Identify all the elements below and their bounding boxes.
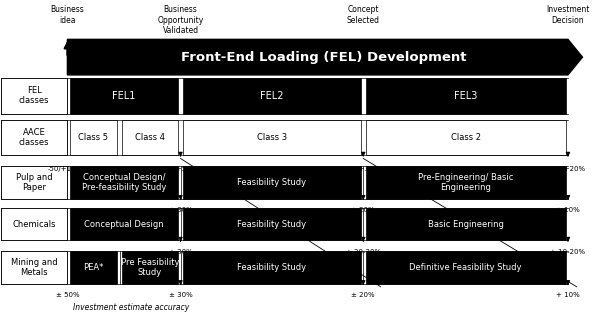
Bar	[70, 166, 178, 199]
Text: ± 20-30%: ± 20-30%	[346, 249, 381, 255]
Text: Feasibility Study: Feasibility Study	[237, 178, 307, 187]
Text: FEL3: FEL3	[454, 91, 477, 101]
Bar	[122, 251, 178, 284]
Text: Business
idea: Business idea	[50, 5, 84, 25]
Text: Class 4: Class 4	[135, 133, 165, 142]
Text: Mining and
Metals: Mining and Metals	[11, 258, 58, 277]
Text: Concept
Selected: Concept Selected	[347, 5, 380, 25]
Text: ± 20%: ± 20%	[352, 292, 375, 298]
Text: Pulp and
Paper: Pulp and Paper	[16, 173, 52, 192]
Bar	[1, 208, 68, 240]
Text: -15/+20%: -15/+20%	[550, 166, 585, 172]
Text: ± 10-20%: ± 10-20%	[550, 249, 585, 255]
Bar	[70, 120, 117, 155]
Text: Front-End Loading (FEL) Development: Front-End Loading (FEL) Development	[181, 51, 466, 64]
Text: ± 30%: ± 30%	[168, 292, 192, 298]
Text: AACE
classes: AACE classes	[19, 128, 49, 147]
Bar	[122, 120, 178, 155]
Text: Investment estimate accuracy: Investment estimate accuracy	[73, 303, 189, 312]
Text: ± 20%: ± 20%	[352, 208, 375, 213]
Text: Class 3: Class 3	[257, 133, 287, 142]
Text: FEL2: FEL2	[260, 91, 283, 101]
Bar	[1, 251, 68, 284]
Text: Class 5: Class 5	[78, 133, 109, 142]
Text: Business
Opportunity
Validated: Business Opportunity Validated	[157, 5, 203, 35]
Text: FEL1: FEL1	[112, 91, 136, 101]
Bar	[70, 251, 117, 284]
Text: Investment
Decision: Investment Decision	[546, 5, 589, 25]
Text: Class 2: Class 2	[451, 133, 480, 142]
Text: Feasibility Study: Feasibility Study	[237, 220, 307, 229]
Text: Chemicals: Chemicals	[12, 220, 56, 229]
Text: Definitive Feasibility Study: Definitive Feasibility Study	[409, 263, 522, 272]
Bar	[365, 251, 566, 284]
Bar	[365, 120, 566, 155]
Text: FEL
classes: FEL classes	[19, 86, 49, 105]
Text: Pre-Engineering/ Basic
Engineering: Pre-Engineering/ Basic Engineering	[418, 173, 514, 192]
Bar	[183, 208, 361, 240]
Text: ± 50%: ± 50%	[56, 292, 79, 298]
Text: ± 30%: ± 30%	[168, 208, 192, 213]
Text: Basic Engineering: Basic Engineering	[428, 220, 503, 229]
Text: Conceptual Design: Conceptual Design	[84, 220, 164, 229]
Bar	[183, 78, 361, 114]
Bar	[183, 251, 361, 284]
Text: -50/+100%: -50/+100%	[47, 166, 87, 172]
Bar	[183, 166, 361, 199]
Bar	[70, 78, 178, 114]
Text: Conceptual Design/
Pre-feasibility Study: Conceptual Design/ Pre-feasibility Study	[82, 173, 166, 192]
Bar	[365, 78, 566, 114]
Text: Feasibility Study: Feasibility Study	[237, 263, 307, 272]
Text: -20/+30%: -20/+30%	[346, 166, 381, 172]
Text: ± 10%: ± 10%	[556, 208, 580, 213]
Text: PEA*: PEA*	[83, 263, 104, 272]
Bar	[70, 208, 178, 240]
Text: Pre Feasibility
Study: Pre Feasibility Study	[121, 258, 179, 277]
Text: -30/+50%: -30/+50%	[163, 166, 198, 172]
Bar	[1, 120, 68, 155]
Bar	[1, 166, 68, 199]
Bar	[365, 166, 566, 199]
Bar	[183, 120, 361, 155]
Bar	[1, 78, 68, 114]
Bar	[365, 208, 566, 240]
Polygon shape	[68, 39, 582, 75]
Text: + 10%: + 10%	[556, 292, 580, 298]
Text: ± 30%: ± 30%	[168, 249, 192, 255]
